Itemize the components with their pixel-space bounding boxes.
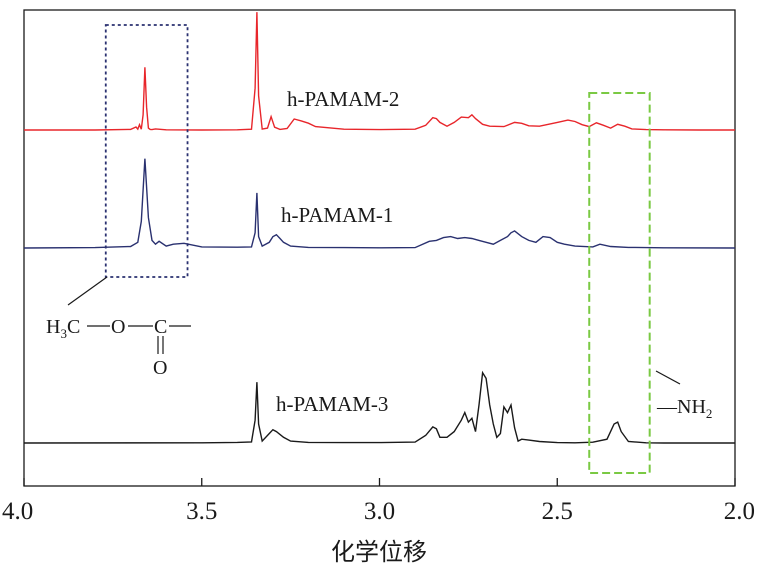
series-label-h-pamam-1: h-PAMAM-1 bbox=[281, 203, 393, 227]
chem-c-carbonyl: C bbox=[154, 316, 167, 338]
methyl-ester-structure: H3C O C O bbox=[46, 316, 191, 379]
x-tick-label: 3.5 bbox=[186, 498, 217, 525]
ester-callout-line bbox=[67, 276, 108, 306]
chem-h: H bbox=[46, 316, 60, 338]
chem-sub-2: 2 bbox=[706, 406, 713, 421]
chem-o-ether: O bbox=[111, 316, 125, 338]
x-tick-label: 4.0 bbox=[2, 498, 33, 525]
series-line-h-pamam-2 bbox=[24, 12, 735, 131]
amine-label: —NH2 bbox=[656, 396, 712, 421]
ester-region-box bbox=[104, 24, 189, 278]
chem-sub-3: 3 bbox=[60, 326, 67, 341]
series-label-h-pamam-2: h-PAMAM-2 bbox=[287, 87, 399, 111]
amine-region-box bbox=[588, 92, 651, 474]
series-line-h-pamam-1 bbox=[23, 158, 736, 249]
amine-callout-line bbox=[655, 370, 681, 385]
series-label-h-pamam-3: h-PAMAM-3 bbox=[276, 392, 388, 416]
chem-nh: —NH bbox=[656, 396, 706, 418]
x-tick-label: 2.0 bbox=[724, 498, 755, 525]
chem-o-carbonyl: O bbox=[153, 357, 167, 379]
svg-text:H3C: H3C bbox=[46, 316, 80, 341]
x-tick-label: 2.5 bbox=[542, 498, 573, 525]
series-line-h-pamam-3 bbox=[23, 370, 735, 444]
chem-c-methyl: C bbox=[67, 316, 80, 338]
x-tick-label: 3.0 bbox=[364, 498, 395, 525]
x-axis-title: 化学位移 bbox=[331, 538, 427, 566]
x-axis: 4.0 3.5 3.0 2.5 2.0 bbox=[2, 478, 755, 525]
